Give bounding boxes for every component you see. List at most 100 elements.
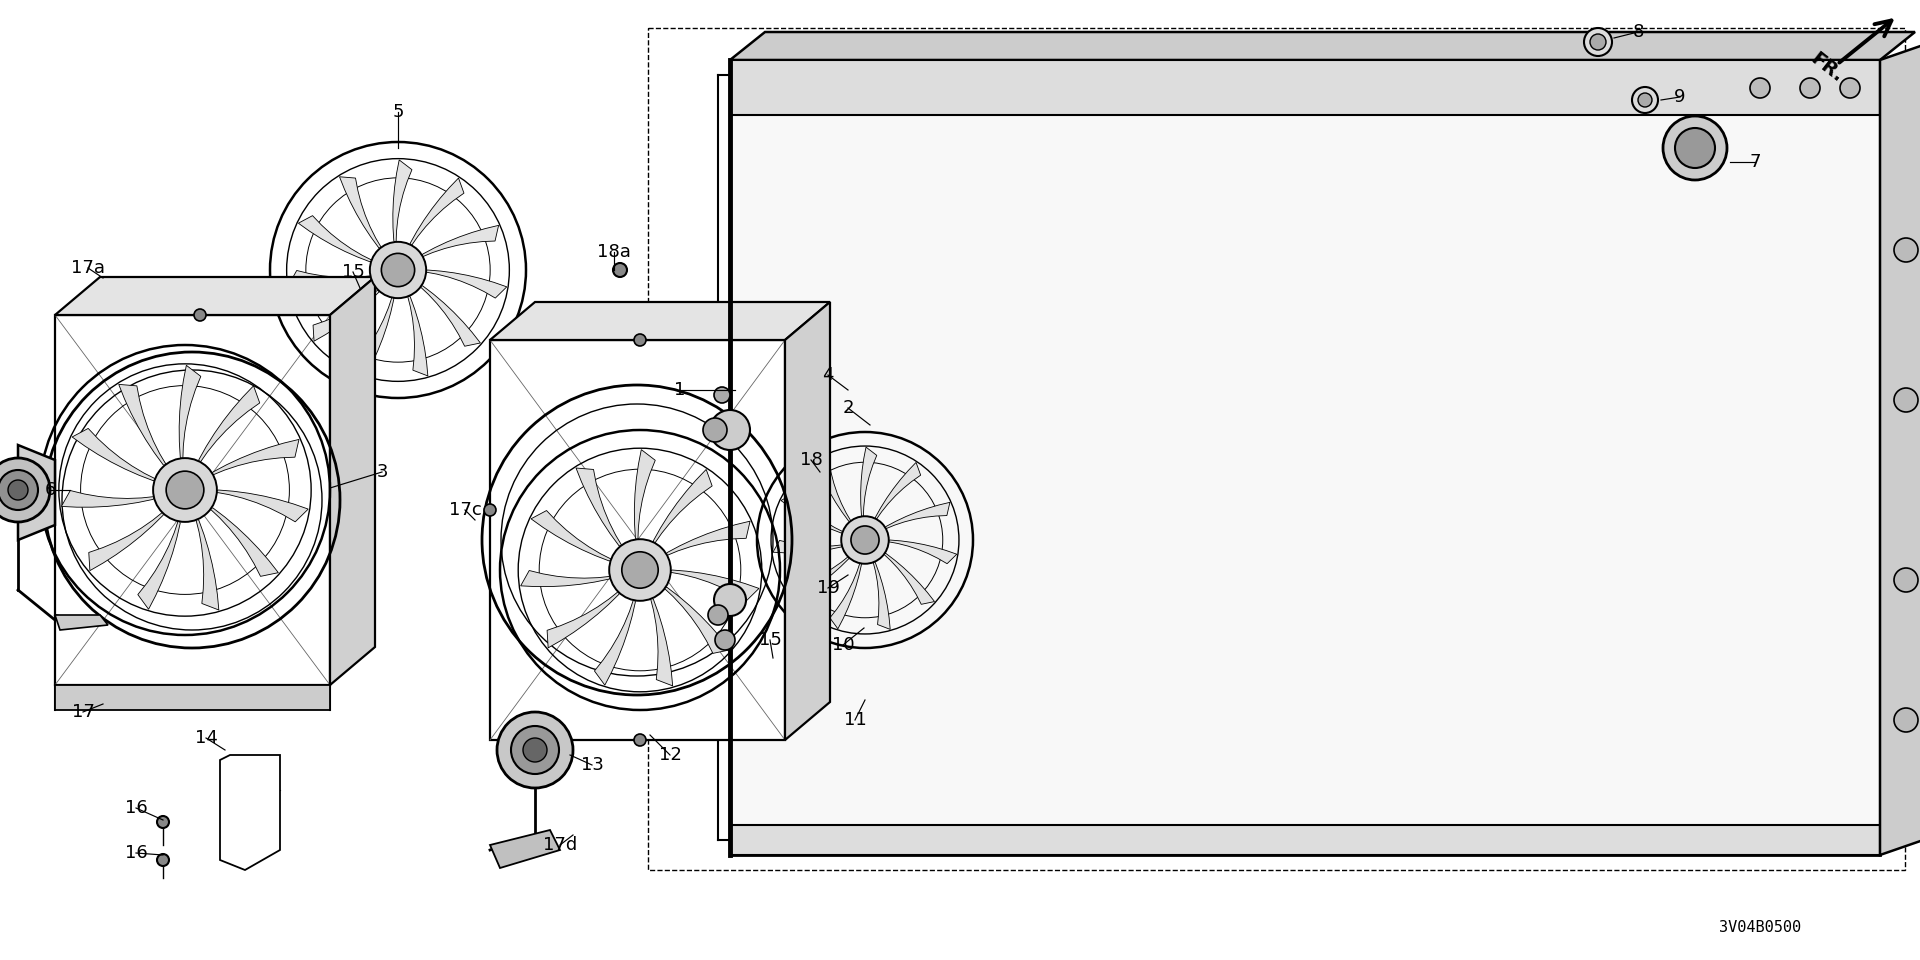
Text: 18a: 18a (597, 243, 632, 261)
Polygon shape (138, 519, 180, 610)
Polygon shape (730, 825, 1880, 855)
Circle shape (1839, 78, 1860, 98)
Polygon shape (490, 302, 829, 340)
Circle shape (1893, 708, 1918, 732)
Circle shape (497, 712, 572, 788)
Circle shape (194, 309, 205, 321)
Text: 6: 6 (44, 481, 56, 499)
Circle shape (157, 816, 169, 828)
Circle shape (0, 458, 50, 522)
Polygon shape (781, 494, 845, 533)
Circle shape (154, 458, 217, 522)
Polygon shape (793, 556, 849, 600)
Text: 8: 8 (1632, 23, 1644, 41)
Circle shape (1893, 238, 1918, 262)
Polygon shape (424, 270, 507, 299)
Polygon shape (420, 226, 499, 257)
Polygon shape (547, 590, 620, 648)
Circle shape (1632, 87, 1659, 113)
Bar (649, 28, 1905, 870)
Text: 3: 3 (376, 463, 388, 481)
Polygon shape (56, 277, 374, 315)
Text: 15: 15 (758, 631, 781, 649)
Circle shape (1584, 28, 1613, 56)
Circle shape (714, 630, 735, 650)
Circle shape (714, 387, 730, 403)
Text: 1: 1 (674, 381, 685, 399)
Circle shape (1801, 78, 1820, 98)
Circle shape (522, 738, 547, 762)
Polygon shape (887, 540, 956, 564)
Text: FR.: FR. (1807, 49, 1847, 86)
Circle shape (511, 726, 559, 774)
Circle shape (1893, 388, 1918, 412)
Polygon shape (774, 540, 843, 553)
Text: 15: 15 (342, 263, 365, 281)
Text: 18: 18 (799, 451, 822, 469)
Polygon shape (56, 685, 330, 710)
Polygon shape (576, 468, 622, 547)
Polygon shape (730, 32, 1914, 60)
Polygon shape (860, 447, 877, 517)
Text: 4: 4 (822, 366, 833, 384)
Circle shape (634, 334, 645, 346)
Ellipse shape (772, 340, 968, 720)
Text: 7: 7 (1749, 153, 1761, 171)
Polygon shape (730, 60, 1880, 115)
Circle shape (484, 504, 495, 516)
Circle shape (841, 516, 889, 564)
Circle shape (167, 471, 204, 509)
Polygon shape (394, 160, 413, 244)
Polygon shape (668, 570, 758, 601)
Polygon shape (876, 463, 922, 520)
Polygon shape (520, 570, 612, 587)
Polygon shape (209, 508, 278, 576)
Polygon shape (885, 502, 950, 529)
Polygon shape (200, 386, 259, 464)
Polygon shape (61, 491, 156, 507)
Text: 14: 14 (194, 729, 217, 747)
Polygon shape (56, 615, 108, 630)
Polygon shape (73, 428, 157, 481)
Polygon shape (179, 366, 202, 460)
Circle shape (710, 410, 751, 450)
Text: 10: 10 (831, 636, 854, 654)
Text: 5: 5 (392, 103, 403, 121)
Circle shape (8, 480, 29, 500)
Text: 16: 16 (125, 799, 148, 817)
Circle shape (609, 540, 670, 601)
Circle shape (851, 526, 879, 554)
Polygon shape (883, 553, 935, 605)
Circle shape (1749, 78, 1770, 98)
Text: 13: 13 (580, 756, 603, 774)
Text: 9: 9 (1674, 88, 1686, 106)
Circle shape (1674, 128, 1715, 168)
Circle shape (382, 253, 415, 287)
Polygon shape (196, 518, 219, 610)
Polygon shape (532, 511, 612, 561)
Text: 17: 17 (71, 703, 94, 721)
Polygon shape (313, 289, 380, 341)
Polygon shape (298, 216, 372, 262)
Circle shape (1663, 116, 1726, 180)
Text: 19: 19 (816, 579, 839, 597)
Circle shape (371, 242, 426, 299)
Circle shape (708, 605, 728, 625)
Polygon shape (651, 597, 672, 685)
Circle shape (714, 584, 747, 616)
Text: 17a: 17a (71, 259, 106, 277)
Text: 17c: 17c (449, 501, 482, 519)
Polygon shape (407, 295, 428, 376)
Polygon shape (215, 490, 309, 522)
Polygon shape (56, 315, 330, 685)
Circle shape (612, 263, 628, 277)
Polygon shape (662, 588, 730, 654)
Text: 16: 16 (125, 844, 148, 862)
Polygon shape (595, 598, 636, 685)
Text: 2: 2 (843, 399, 854, 417)
Polygon shape (419, 286, 480, 347)
Polygon shape (653, 469, 712, 544)
Polygon shape (490, 340, 785, 740)
Polygon shape (816, 462, 852, 522)
Polygon shape (221, 755, 280, 870)
